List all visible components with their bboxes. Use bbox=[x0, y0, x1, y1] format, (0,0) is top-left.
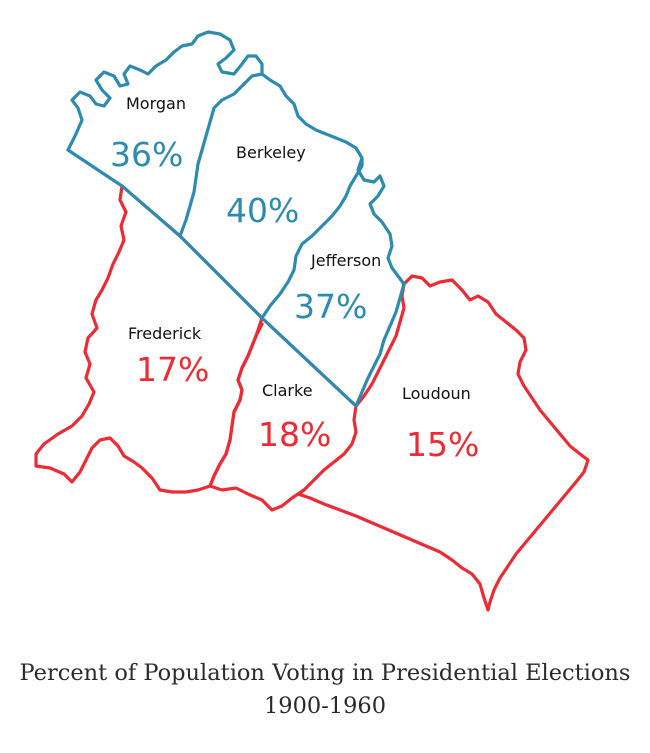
county-percent-jefferson: 37% bbox=[294, 287, 367, 326]
west-virginia-counties bbox=[66, 30, 406, 408]
county-name-loudoun: Loudoun bbox=[402, 384, 471, 403]
county-percent-clarke: 18% bbox=[258, 415, 331, 454]
morgan-berkeley-border bbox=[178, 72, 264, 238]
county-percent-frederick: 17% bbox=[136, 350, 209, 389]
caption-title: Percent of Population Voting in Presiden… bbox=[19, 660, 631, 686]
county-map: Morgan 36% Berkeley 40% Jefferson 37% Fr… bbox=[34, 30, 590, 612]
county-name-berkeley: Berkeley bbox=[236, 143, 306, 162]
caption-subtitle: 1900-1960 bbox=[263, 693, 387, 719]
county-name-clarke: Clarke bbox=[262, 381, 313, 400]
jefferson-east-border bbox=[354, 282, 406, 408]
clarke-border bbox=[208, 316, 358, 512]
county-name-jefferson: Jefferson bbox=[310, 251, 381, 270]
county-percent-loudoun: 15% bbox=[406, 425, 479, 464]
county-name-morgan: Morgan bbox=[126, 94, 186, 113]
county-labels: Morgan 36% Berkeley 40% Jefferson 37% Fr… bbox=[110, 94, 479, 464]
loudoun-border bbox=[296, 274, 590, 612]
berkeley-jefferson-border bbox=[260, 156, 364, 320]
county-percent-morgan: 36% bbox=[110, 135, 183, 174]
panhandle-outer-border bbox=[66, 30, 406, 286]
county-name-frederick: Frederick bbox=[128, 324, 202, 343]
panhandle-diagonal-border bbox=[66, 148, 358, 408]
county-percent-berkeley: 40% bbox=[226, 191, 299, 230]
